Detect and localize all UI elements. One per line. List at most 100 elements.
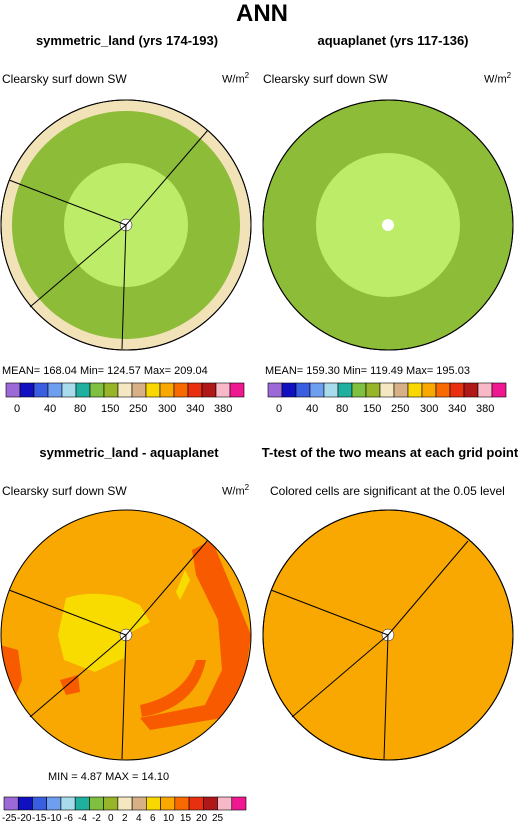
cb3-label: -15 — [32, 813, 47, 824]
colorbar-swatch — [477, 382, 493, 398]
colorbar-swatch — [89, 796, 104, 811]
panel1-units: W/m2 — [222, 71, 250, 86]
cb1-label: 40 — [44, 403, 57, 415]
colorbar-swatch — [146, 796, 161, 811]
colorbar-swatch — [3, 796, 19, 811]
panel3-title: symmetric_land - aquaplanet — [39, 445, 219, 460]
cb3-label: -25 — [2, 813, 17, 824]
panel1-colorbar-labels: 0 40 80 150 250 300 340 380 — [0, 403, 260, 417]
colorbar-swatch — [131, 382, 147, 398]
colorbar-swatch — [435, 382, 451, 398]
figure-title: ANN — [236, 0, 288, 27]
cb3-label: -4 — [78, 813, 87, 824]
p4-coast-line-1 — [387, 540, 469, 636]
cb2-label: 340 — [448, 403, 467, 415]
cb1-label: 380 — [214, 403, 233, 415]
p1-coast-line-2 — [8, 179, 127, 226]
cb3-label: 6 — [150, 813, 156, 824]
cb2-label: 380 — [476, 403, 495, 415]
cb3-label: 4 — [136, 813, 142, 824]
cb2-label: 40 — [306, 403, 319, 415]
colorbar-swatch — [379, 382, 395, 398]
cb2-label: 150 — [363, 403, 382, 415]
colorbar-swatch — [19, 382, 35, 398]
colorbar-swatch — [449, 382, 465, 398]
panel1-variable-label: Clearsky surf down SW — [2, 72, 127, 86]
p1-coast-line-1 — [125, 129, 209, 226]
colorbar-swatch — [323, 382, 339, 398]
colorbar-swatch — [309, 382, 325, 398]
p3-redorange-nw — [60, 675, 80, 695]
colorbar-swatch — [491, 382, 507, 398]
cb3-label: 20 — [196, 813, 208, 824]
colorbar-swatch — [217, 796, 233, 811]
cb3-label: 0 — [108, 813, 114, 824]
cb3-label: -10 — [47, 813, 62, 824]
panel3-colorbar — [3, 796, 247, 811]
p3-yellow-zone — [58, 593, 150, 672]
p3-redorange-band-east — [140, 540, 251, 730]
colorbar-swatch — [103, 382, 119, 398]
panel3-colorbar-labels: -25 -20 -15 -10 -6 -4 -2 0 2 4 6 10 15 2… — [0, 813, 262, 825]
p3-redorange-arc — [140, 660, 206, 717]
panel2-stats: MEAN= 159.30 Min= 119.49 Max= 195.03 — [265, 365, 470, 377]
cb2-label: 80 — [336, 403, 349, 415]
panel2-colorbar — [267, 382, 507, 398]
colorbar-swatch — [188, 796, 204, 811]
cb1-label: 340 — [186, 403, 205, 415]
p1-coast-line-4 — [121, 224, 127, 350]
colorbar-swatch — [365, 382, 381, 398]
colorbar-swatch — [174, 796, 190, 811]
colorbar-swatch — [61, 382, 77, 398]
p4-coast-line-2 — [270, 589, 389, 636]
cb2-label: 0 — [276, 403, 283, 415]
cb3-label: 2 — [122, 813, 128, 824]
colorbar-swatch — [159, 382, 175, 398]
p3-coast-line-1 — [125, 539, 209, 636]
panel3-units: W/m2 — [222, 483, 250, 498]
colorbar-swatch — [393, 382, 409, 398]
colorbar-swatch — [46, 796, 62, 811]
colorbar-swatch — [295, 382, 311, 398]
cb1-label: 250 — [129, 403, 148, 415]
colorbar-swatch — [173, 382, 189, 398]
panel4-variable-label: Colored cells are significant at the 0.0… — [270, 484, 505, 498]
colorbar-swatch — [187, 382, 203, 398]
cb3-label: 25 — [212, 813, 224, 824]
colorbar-swatch — [351, 382, 367, 398]
colorbar-swatch — [463, 382, 479, 398]
colorbar-swatch — [117, 382, 133, 398]
panel1-title: symmetric_land (yrs 174-193) — [35, 33, 219, 48]
colorbar-swatch — [201, 382, 217, 398]
panel2-variable-label: Clearsky surf down SW — [263, 72, 388, 86]
panel3-map — [0, 509, 252, 761]
colorbar-swatch — [32, 796, 48, 811]
colorbar-swatch — [89, 382, 105, 398]
colorbar-swatch — [160, 796, 176, 811]
colorbar-swatch — [33, 382, 49, 398]
p1-coast-line-3 — [29, 224, 127, 308]
p3-coast-line-3 — [29, 634, 127, 718]
colorbar-swatch — [202, 796, 218, 811]
p2-pole-hole — [382, 219, 394, 231]
panel4-map — [262, 509, 514, 761]
cb2-label: 300 — [420, 403, 439, 415]
panel3-variable-label: Clearsky surf down SW — [2, 484, 127, 498]
panel4-title: T-test of the two means at each grid poi… — [261, 445, 519, 460]
cb1-label: 80 — [74, 403, 87, 415]
panel2-units: W/m2 — [484, 71, 512, 86]
colorbar-swatch — [103, 796, 119, 811]
panel3-stats: MIN = 4.87 MAX = 14.10 — [48, 771, 170, 783]
colorbar-swatch — [74, 796, 90, 811]
colorbar-swatch — [47, 382, 63, 398]
cb3-label: -6 — [64, 813, 73, 824]
colorbar-swatch — [421, 382, 437, 398]
panel1-map — [0, 99, 252, 351]
panel1-stats: MEAN= 168.04 Min= 124.57 Max= 209.04 — [2, 365, 208, 377]
cb3-label: 10 — [163, 813, 175, 824]
colorbar-swatch — [145, 382, 161, 398]
cb3-label: -20 — [17, 813, 32, 824]
cb3-label: 15 — [180, 813, 192, 824]
colorbar-swatch — [407, 382, 423, 398]
colorbar-swatch — [229, 382, 245, 398]
